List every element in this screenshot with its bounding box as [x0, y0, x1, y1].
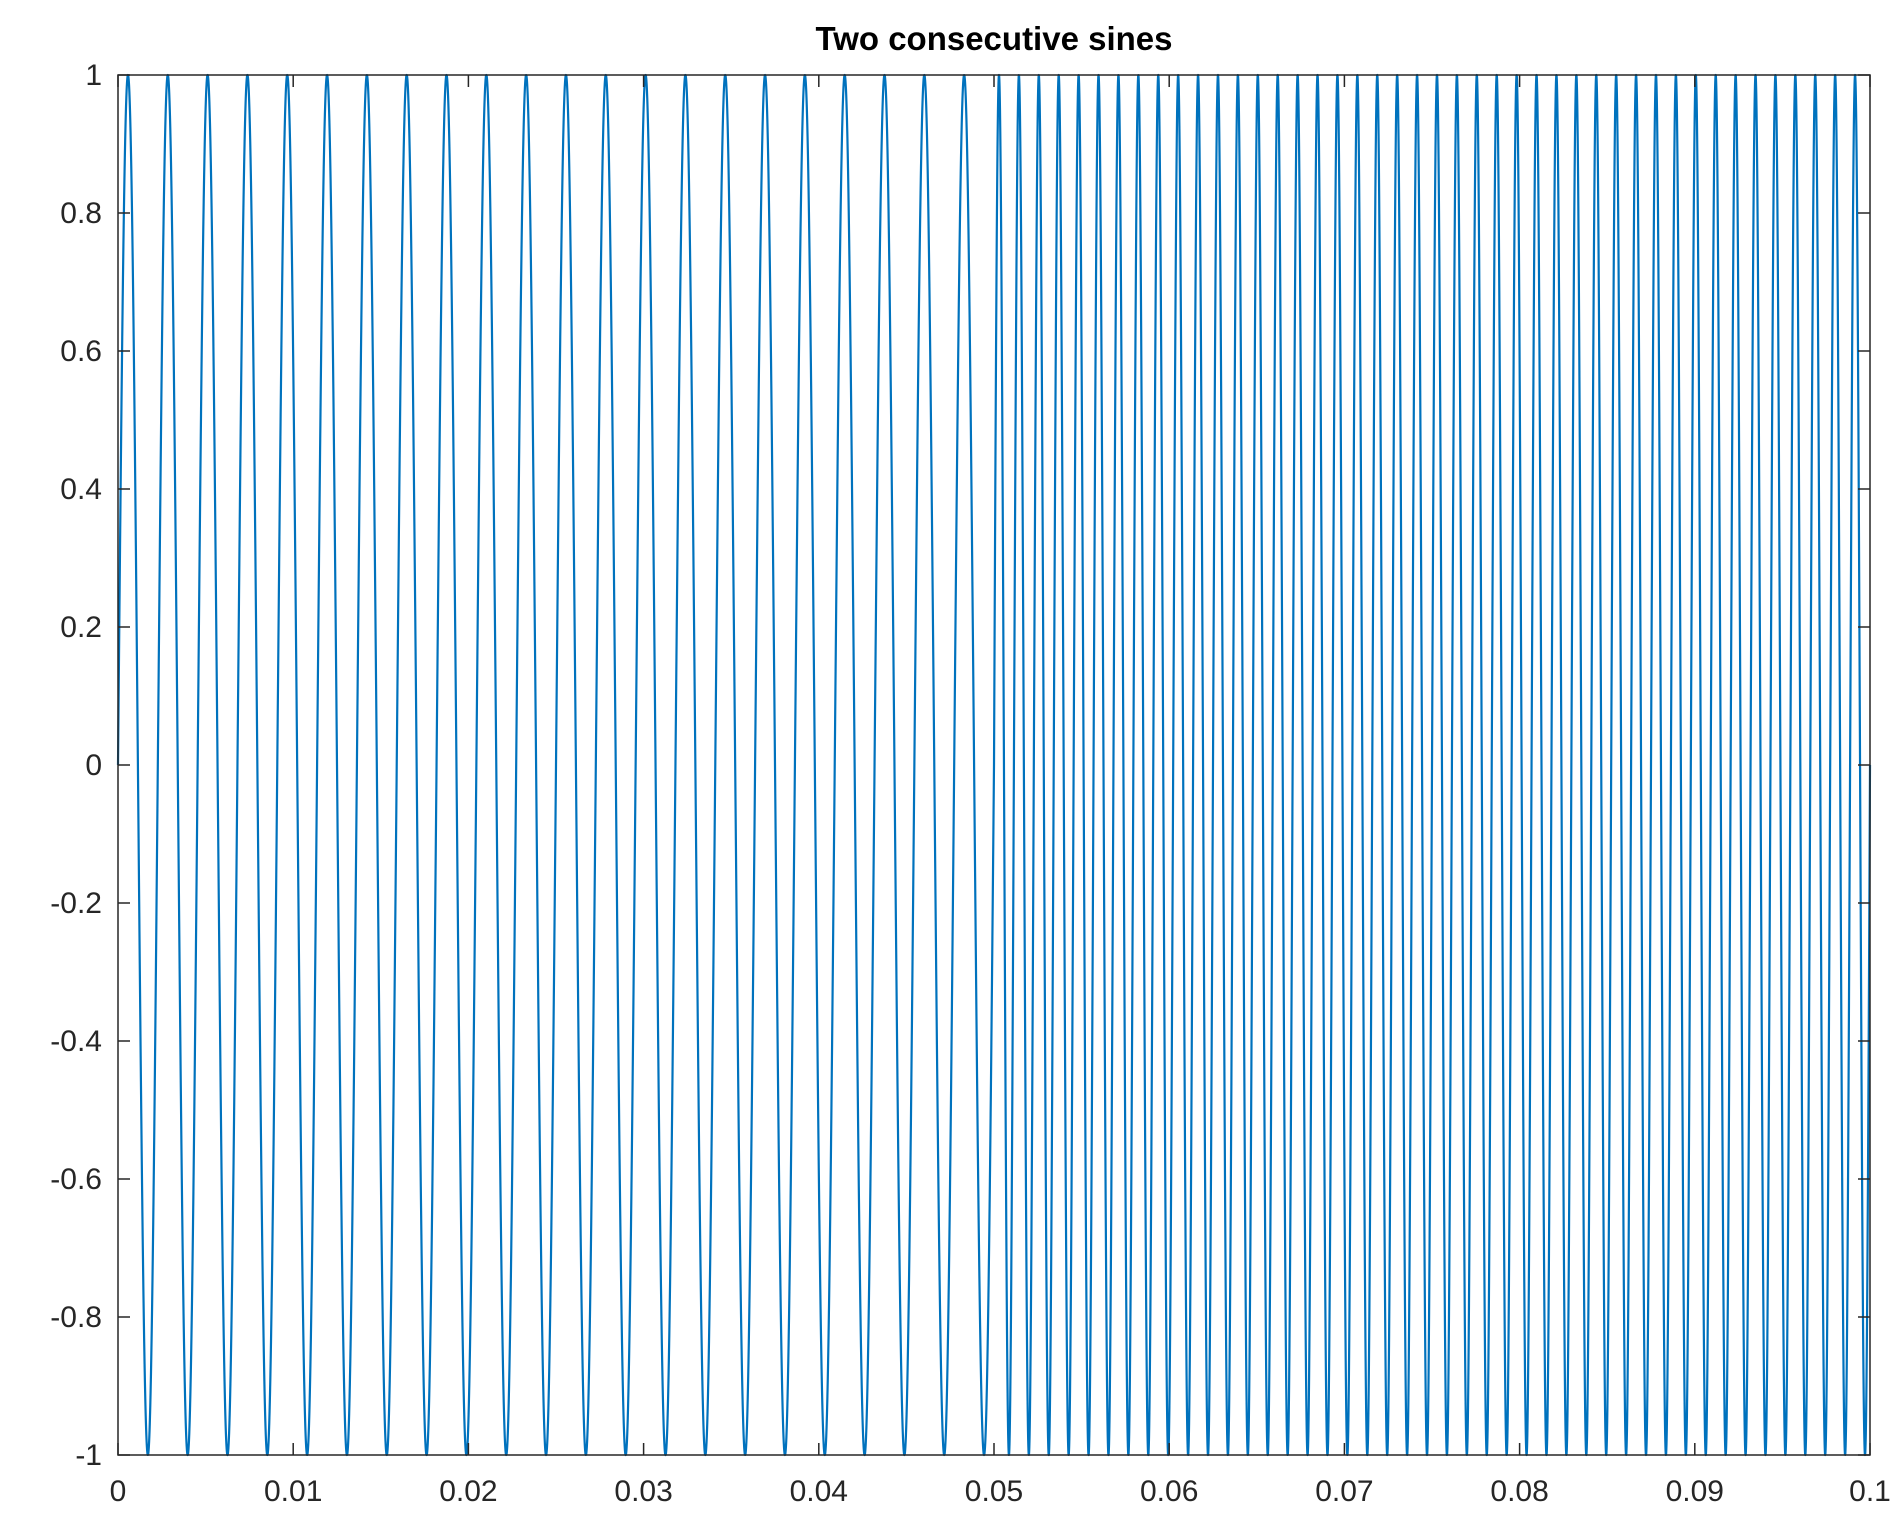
- x-tick-label: 0.07: [1315, 1475, 1373, 1508]
- y-tick-label: 1: [85, 59, 102, 92]
- y-tick-label: -0.8: [50, 1301, 102, 1334]
- x-tick-label: 0.05: [965, 1475, 1023, 1508]
- y-tick-label: 0.2: [60, 611, 102, 644]
- x-tick-label: 0.08: [1490, 1475, 1548, 1508]
- y-tick-label: 0.8: [60, 197, 102, 230]
- y-tick-label: -0.2: [50, 887, 102, 920]
- y-tick-label: 0: [85, 749, 102, 782]
- y-tick-label: -0.6: [50, 1163, 102, 1196]
- plot-area: [116, 73, 1872, 1457]
- x-tick-label: 0.1: [1849, 1475, 1891, 1508]
- x-tick-label: 0.02: [439, 1475, 497, 1508]
- y-axis: -1 -0.8 -0.6 -0.4 -0.2 0 0.2 0.4 0.6 0.8 1: [50, 59, 1870, 1472]
- x-tick-label: 0.09: [1666, 1475, 1724, 1508]
- y-tick-label: 0.6: [60, 335, 102, 368]
- chart-title: Two consecutive sines: [815, 20, 1172, 57]
- x-tick-label: 0.03: [614, 1475, 672, 1508]
- series-line-sine: [116, 73, 1872, 1457]
- x-tick-label: 0.06: [1140, 1475, 1198, 1508]
- x-axis: 0 0.01 0.02 0.03 0.04 0.05 0.06 0.07 0.08 0.09 0.1: [110, 75, 1891, 1508]
- x-tick-label: 0.04: [790, 1475, 848, 1508]
- y-tick-label: -0.4: [50, 1025, 102, 1058]
- x-tick-label: 0.01: [264, 1475, 322, 1508]
- y-tick-label: 0.4: [60, 473, 102, 506]
- x-tick-label: 0: [110, 1475, 127, 1508]
- y-tick-label: -1: [75, 1439, 102, 1472]
